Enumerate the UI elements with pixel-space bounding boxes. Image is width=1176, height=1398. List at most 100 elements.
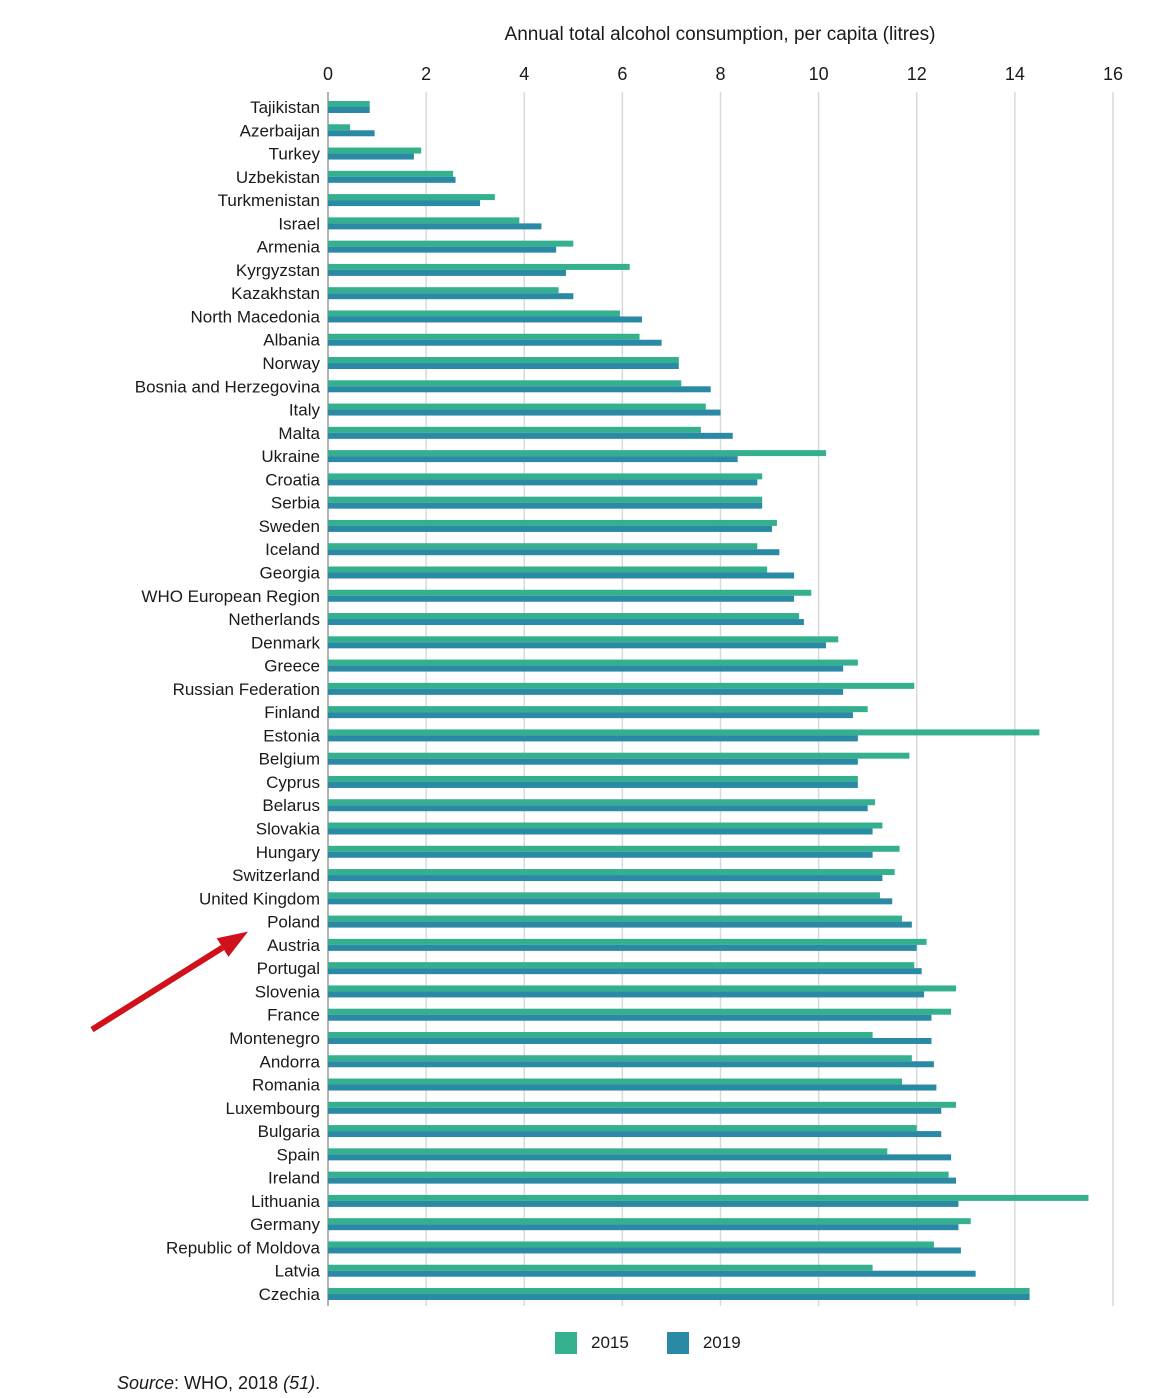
- bar-2019-malta: [328, 432, 733, 439]
- bar-2015-denmark: [328, 636, 839, 643]
- bar-2019-belarus: [328, 805, 868, 812]
- x-tick-label-6: 6: [617, 64, 627, 84]
- bar-2015-estonia: [328, 729, 1040, 736]
- source-ref[interactable]: (51): [283, 1373, 316, 1393]
- bar-2019-kazakhstan: [328, 293, 574, 300]
- category-label-who-european-region: WHO European Region: [141, 587, 320, 606]
- category-label-ukraine: Ukraine: [261, 447, 320, 466]
- bar-2015-georgia: [328, 566, 768, 573]
- bar-2019-portugal: [328, 968, 922, 975]
- category-label-belgium: Belgium: [259, 750, 320, 769]
- bar-2019-andorra: [328, 1061, 934, 1068]
- bar-2019-turkmenistan: [328, 200, 481, 207]
- annotation-arrow: [90, 931, 248, 1033]
- bar-2019-azerbaijan: [328, 130, 375, 137]
- category-label-germany: Germany: [250, 1215, 320, 1234]
- bar-2015-cyprus: [328, 775, 858, 782]
- bar-2015-spain: [328, 1148, 888, 1155]
- bar-2019-estonia: [328, 735, 858, 742]
- category-label-andorra: Andorra: [260, 1052, 321, 1071]
- bar-2019-lithuania: [328, 1200, 959, 1207]
- bar-2015-tajikistan: [328, 101, 370, 107]
- bar-2015-hungary: [328, 845, 900, 852]
- bar-2015-slovenia: [328, 985, 956, 992]
- bar-2019-bulgaria: [328, 1131, 942, 1138]
- category-label-cyprus: Cyprus: [266, 773, 320, 792]
- bar-2019-tajikistan: [328, 107, 370, 113]
- category-label-azerbaijan: Azerbaijan: [240, 121, 320, 140]
- bar-2019-greece: [328, 665, 844, 672]
- bar-2015-czechia: [328, 1288, 1030, 1294]
- source-label: Source: [117, 1373, 175, 1393]
- bar-2015-iceland: [328, 543, 758, 550]
- legend-item-2019[interactable]: 2019: [666, 1332, 741, 1354]
- category-label-iceland: Iceland: [265, 540, 320, 559]
- source-note: Source: WHO, 2018 (51).: [117, 1373, 320, 1394]
- x-tick-label-8: 8: [715, 64, 725, 84]
- bar-2019-united-kingdom: [328, 898, 893, 905]
- legend-label-2019: 2019: [702, 1333, 741, 1352]
- bar-2019-serbia: [328, 502, 763, 509]
- category-label-russian-federation: Russian Federation: [173, 680, 320, 699]
- bar-2015-ukraine: [328, 450, 826, 457]
- bar-2015-austria: [328, 938, 927, 945]
- bar-2019-romania: [328, 1084, 937, 1091]
- bar-2019-czechia: [328, 1294, 1030, 1300]
- bar-2015-israel: [328, 217, 520, 224]
- bar-2019-belgium: [328, 758, 858, 765]
- bar-2015-who-european-region: [328, 589, 812, 596]
- category-label-slovakia: Slovakia: [256, 820, 321, 839]
- category-label-france: France: [267, 1006, 320, 1025]
- arrow-head: [216, 931, 248, 957]
- category-label-italy: Italy: [289, 401, 321, 420]
- bar-2019-kyrgyzstan: [328, 269, 566, 276]
- bar-2015-montenegro: [328, 1031, 873, 1038]
- bar-2019-georgia: [328, 572, 795, 579]
- bar-2019-austria: [328, 944, 917, 951]
- bar-2015-poland: [328, 915, 903, 922]
- bar-2015-italy: [328, 403, 706, 410]
- bar-2019-north-macedonia: [328, 316, 642, 323]
- bar-2015-malta: [328, 426, 701, 433]
- bar-2015-romania: [328, 1078, 903, 1085]
- bar-2015-finland: [328, 706, 868, 713]
- bar-2015-turkmenistan: [328, 194, 495, 201]
- bar-2019-who-european-region: [328, 595, 795, 602]
- category-label-denmark: Denmark: [251, 633, 320, 652]
- legend-label-2015: 2015: [591, 1333, 629, 1352]
- category-label-turkey: Turkey: [269, 145, 321, 164]
- category-label-norway: Norway: [262, 354, 320, 373]
- bar-2015-france: [328, 1008, 952, 1015]
- category-label-greece: Greece: [264, 657, 320, 676]
- bar-2015-turkey: [328, 147, 422, 154]
- legend-item-2015[interactable]: 2015: [555, 1332, 629, 1354]
- bar-2019-turkey: [328, 153, 414, 160]
- category-label-croatia: Croatia: [265, 470, 320, 489]
- category-label-romania: Romania: [252, 1076, 321, 1095]
- category-label-armenia: Armenia: [257, 238, 321, 257]
- bar-2019-netherlands: [328, 619, 804, 626]
- bar-2015-bosnia-and-herzegovina: [328, 380, 682, 387]
- category-label-hungary: Hungary: [256, 843, 321, 862]
- bar-2019-republic-of-moldova: [328, 1247, 961, 1254]
- bars: [328, 101, 1089, 1300]
- x-axis-ticks: 0 2 4 6 8 10 12 14 16: [323, 64, 1123, 84]
- x-tick-label-12: 12: [907, 64, 927, 84]
- category-label-bosnia-and-herzegovina: Bosnia and Herzegovina: [135, 377, 321, 396]
- bar-2015-belgium: [328, 752, 910, 759]
- category-label-luxembourg: Luxembourg: [225, 1099, 320, 1118]
- bar-2019-hungary: [328, 851, 873, 858]
- x-tick-label-0: 0: [323, 64, 333, 84]
- x-tick-label-14: 14: [1005, 64, 1025, 84]
- category-label-latvia: Latvia: [275, 1262, 321, 1281]
- category-label-israel: Israel: [278, 214, 320, 233]
- bar-2015-croatia: [328, 473, 763, 480]
- x-tick-label-4: 4: [519, 64, 529, 84]
- bar-2015-lithuania: [328, 1194, 1089, 1201]
- bar-2019-luxembourg: [328, 1107, 942, 1114]
- bar-2019-slovakia: [328, 828, 873, 835]
- bar-2015-luxembourg: [328, 1101, 956, 1108]
- category-label-malta: Malta: [278, 424, 320, 443]
- category-label-turkmenistan: Turkmenistan: [218, 191, 320, 210]
